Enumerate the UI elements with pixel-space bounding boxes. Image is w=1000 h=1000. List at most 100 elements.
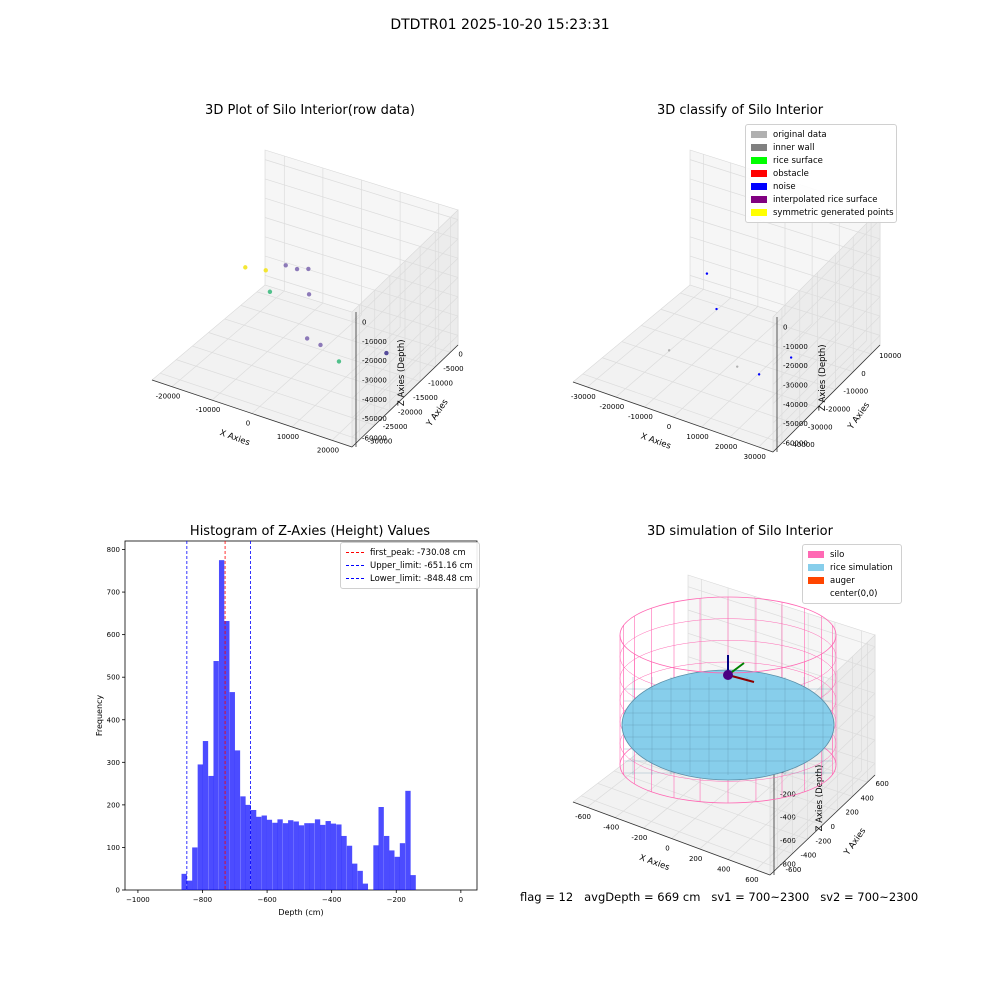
classify-x-tick-label: -30000 xyxy=(571,393,596,401)
raw-y-axis-line xyxy=(351,344,459,448)
histogram-bar xyxy=(208,775,214,890)
simulation-legend-label: rice simulation xyxy=(830,562,893,573)
simulation-z-grid xyxy=(687,633,876,694)
classify-y-tick-label: 10000 xyxy=(879,352,901,360)
raw-3d-plot: -20000 -10000 0 10000 20000 0 -5000 -10000 -1500… xyxy=(151,149,464,454)
raw-z-grid-side xyxy=(351,219,459,322)
simulation-y-tick-label: 0 xyxy=(831,823,835,831)
histogram-bar xyxy=(325,821,331,890)
simulation-legend-swatch xyxy=(808,551,824,558)
classify-y-tick-label: 0 xyxy=(861,370,865,378)
histogram-x-axis-label: Depth (cm) xyxy=(278,908,323,917)
classify-legend-swatch xyxy=(751,144,767,151)
raw-z-tick-label: -10000 xyxy=(362,338,387,346)
histogram-y-tick-label: 800 xyxy=(107,546,120,554)
histogram-bar xyxy=(187,880,193,890)
simulation-z-tick-label: -200 xyxy=(780,790,796,798)
raw-z-grid xyxy=(264,159,459,220)
classify-data-point xyxy=(715,307,718,311)
raw-y-grid xyxy=(240,305,436,368)
simulation-y-tick-label: -200 xyxy=(816,837,832,845)
histogram-bar xyxy=(383,835,390,890)
raw-z-grid-side xyxy=(351,238,459,342)
raw-data-point xyxy=(267,289,273,294)
histogram-bar xyxy=(399,843,406,890)
simulation-z-tick-label: -400 xyxy=(780,814,796,822)
simulation-z-axis-label: Z Axies (Depth) xyxy=(815,765,825,832)
histogram-legend-item: Lower_limit: -848.48 cm xyxy=(346,572,474,585)
histogram-bar xyxy=(394,856,400,890)
raw-y-grid xyxy=(208,332,406,397)
classify-legend-label: rice surface xyxy=(773,155,823,166)
histogram-bar xyxy=(362,883,369,890)
histogram-bar xyxy=(245,804,251,890)
raw-y-tick-label: -10000 xyxy=(428,379,453,387)
raw-z-tick-label: -50000 xyxy=(362,415,387,423)
raw-data-point xyxy=(306,266,311,272)
simulation-y-tick-label: 400 xyxy=(861,794,874,802)
classify-y-grid xyxy=(641,325,836,390)
classify-data-point xyxy=(667,349,671,352)
simulation-3d-plot: -600-400-20002004006006004002000-200-400… xyxy=(572,574,889,884)
classify-z-tick-label: -30000 xyxy=(783,382,808,390)
classify-z-grid xyxy=(689,217,881,278)
raw-z-tick-label: -40000 xyxy=(362,396,387,404)
classify-x-tick-label: 10000 xyxy=(686,433,708,441)
histogram-legend-label: Lower_limit: -848.48 cm xyxy=(370,573,473,584)
classify-z-grid-side xyxy=(772,238,881,347)
histogram-legend-swatch xyxy=(346,578,364,579)
histogram-y-tick-label: 700 xyxy=(107,589,120,597)
raw-y-tick-label: -30000 xyxy=(368,438,393,446)
simulation-legend-item: rice simulation xyxy=(808,561,896,574)
classify-x-axis-label: X Axies xyxy=(639,432,672,452)
classify-z-grid-side xyxy=(772,257,881,366)
simulation-y-tick-label: 200 xyxy=(846,809,859,817)
classify-data-point xyxy=(757,373,761,376)
classify-z-grid-side xyxy=(772,277,881,385)
classify-data-point xyxy=(736,365,739,368)
classify-z-tick-label: -50000 xyxy=(783,420,808,428)
histogram-bar xyxy=(293,821,299,890)
classify-panel: 3D classify of Silo Interior -30000 -2000… xyxy=(545,95,935,475)
raw-x-tick-label: 0 xyxy=(246,420,250,428)
histogram-y-tick-label: 200 xyxy=(107,801,120,809)
histogram-x-tick-label: −400 xyxy=(322,896,341,904)
histogram-bar xyxy=(181,873,187,890)
classify-z-grid-side xyxy=(772,335,881,443)
raw-z-tick-label: -60000 xyxy=(362,434,387,442)
classify-z-tick-label: -10000 xyxy=(783,343,808,351)
status-footer: flag = 12 avgDepth = 669 cm sv1 = 700~23… xyxy=(520,890,919,904)
classify-plot-title: 3D classify of Silo Interior xyxy=(656,103,824,118)
histogram-title: Histogram of Z-Axies (Height) Values xyxy=(189,524,431,539)
simulation-x-tick-label: 600 xyxy=(745,876,758,884)
simulation-legend-item: silo xyxy=(808,548,896,561)
classify-legend-label: obstacle xyxy=(773,168,809,179)
simulation-y-axis-label: Y Axies xyxy=(842,826,869,858)
classify-y-axis-line xyxy=(772,344,881,453)
histogram-legend-label: first_peak: -730.08 cm xyxy=(370,547,466,558)
raw-data-point xyxy=(306,292,312,297)
raw-x-tick-label: -10000 xyxy=(196,406,221,414)
raw-z-tick-label: 0 xyxy=(362,319,366,327)
classify-z-tick-label: -20000 xyxy=(783,362,808,370)
histogram-bar xyxy=(224,621,230,890)
histogram-x-tick-label: −800 xyxy=(193,896,212,904)
simulation-legend-swatch xyxy=(808,590,824,597)
raw-z-grid-side xyxy=(351,315,459,419)
classify-legend-swatch xyxy=(751,209,767,216)
raw-z-tick-label: -30000 xyxy=(362,377,387,385)
classify-legend-swatch xyxy=(751,157,767,164)
classify-y-grid xyxy=(621,341,818,408)
classify-legend-swatch xyxy=(751,131,767,138)
histogram-bar xyxy=(378,807,384,890)
simulation-y-tick-label: 600 xyxy=(876,780,889,788)
simulation-x-tick-label: -200 xyxy=(631,834,647,842)
classify-z-grid-side xyxy=(772,296,881,405)
histogram-bar xyxy=(277,819,283,890)
raw-z-grid-side xyxy=(351,296,459,400)
classify-legend-label: noise xyxy=(773,181,796,192)
histogram-legend-item: Upper_limit: -651.16 cm xyxy=(346,559,474,572)
classify-z-grid xyxy=(689,255,881,317)
raw-y-tick-label: 0 xyxy=(458,350,462,358)
simulation-z-grid-side xyxy=(769,763,876,864)
